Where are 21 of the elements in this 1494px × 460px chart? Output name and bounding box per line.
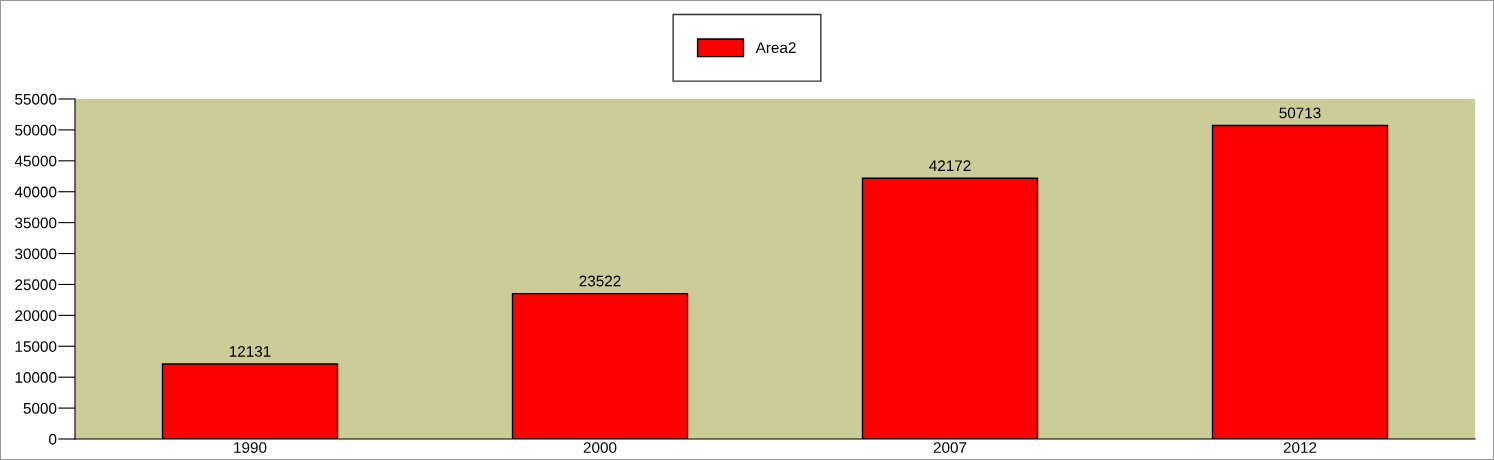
y-tick-label: 0	[49, 433, 57, 445]
data-label: 50713	[1279, 107, 1321, 119]
y-tick-label: 55000	[15, 93, 57, 105]
y-tick-label: 40000	[14, 186, 57, 198]
legend-label: Area2	[755, 42, 796, 54]
y-tick-label: 25000	[15, 279, 57, 291]
y-tick-label: 30000	[15, 248, 57, 260]
y-tick-label: 15000	[15, 341, 57, 352]
x-tick-label: 2000	[583, 442, 617, 453]
data-label: 12131	[229, 346, 271, 357]
y-tick-label: 45000	[14, 155, 57, 167]
y-tick-label: 35000	[15, 217, 57, 229]
y-tick-label: 10000	[15, 372, 57, 383]
x-tick-label: 2007	[933, 442, 967, 453]
y-tick-label: 50000	[15, 124, 57, 136]
x-tick-label: 1990	[234, 442, 267, 453]
data-label: 23522	[579, 275, 621, 287]
y-tick-label: 5000	[23, 402, 57, 414]
y-tick-label: 20000	[15, 310, 57, 322]
data-label: 42172	[929, 160, 971, 171]
x-tick-label: 2012	[1283, 442, 1317, 453]
